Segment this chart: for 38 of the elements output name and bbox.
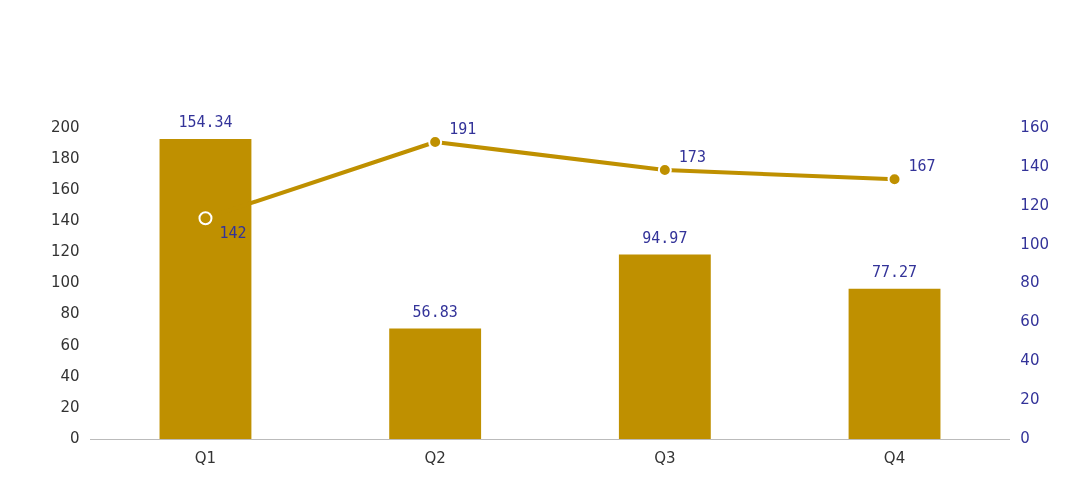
point [887, 172, 902, 187]
point [198, 211, 213, 226]
data-label: 191 [449, 119, 477, 138]
x-tick-label: Q1 [194, 448, 217, 467]
y2-tick-label: 160 [1020, 117, 1050, 136]
y-tick-label: 120 [50, 242, 80, 261]
y2-tick-label: 120 [1020, 195, 1050, 214]
bar [389, 328, 482, 439]
data-label: 94.97 [642, 228, 688, 247]
y2-tick-label: 140 [1020, 156, 1050, 175]
data-label: 167 [908, 157, 936, 176]
data-label: 173 [678, 147, 706, 166]
x-tick-label: Q4 [883, 448, 906, 467]
y-tick-label: 200 [50, 117, 80, 136]
y2-tick-label: 0 [1020, 428, 1030, 447]
y2-tick-label: 40 [1020, 351, 1040, 370]
point [428, 135, 443, 149]
data-label: 142 [219, 224, 247, 243]
data-label: 154.34 [178, 113, 233, 132]
y-tick-label: 60 [60, 335, 80, 354]
y-tick-label: 0 [70, 428, 80, 447]
y2-tick-label: 60 [1020, 312, 1040, 331]
data-label: 56.83 [412, 302, 458, 321]
y-tick-label: 180 [50, 148, 80, 167]
y-tick-label: 160 [50, 180, 80, 199]
y-tick-label: 80 [60, 304, 80, 323]
y2-tick-label: 20 [1020, 390, 1040, 409]
x-tick-label: Q3 [654, 448, 676, 467]
y-tick-label: 40 [60, 366, 80, 385]
y-tick-label: 20 [60, 397, 80, 416]
x-tick-label: Q2 [424, 448, 446, 467]
bar [848, 288, 941, 439]
y2-tick-label: 80 [1020, 273, 1040, 292]
y2-tick-label: 100 [1020, 234, 1050, 253]
y-tick-label: 140 [50, 211, 80, 230]
bar [618, 254, 711, 439]
data-label: 77.27 [871, 263, 918, 282]
y-tick-label: 100 [50, 273, 80, 292]
